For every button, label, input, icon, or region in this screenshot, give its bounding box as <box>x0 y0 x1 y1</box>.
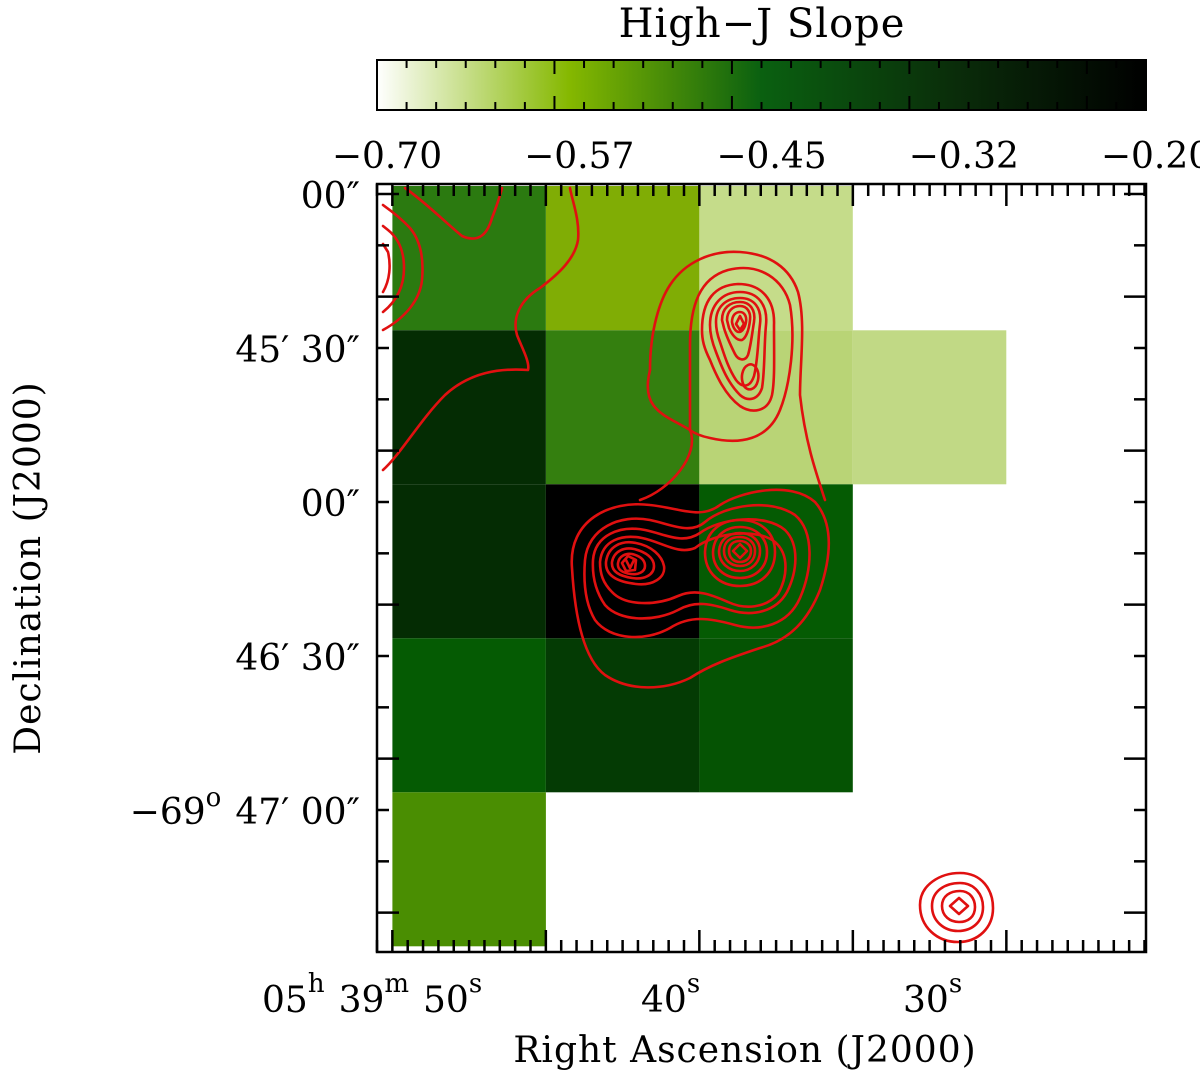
heatmap-cell <box>545 186 700 331</box>
y-tick-label: 00″ <box>301 484 360 525</box>
x-tick-seconds: 30 <box>903 980 949 1021</box>
contour-line <box>381 224 406 314</box>
contour-line <box>708 290 768 401</box>
contour-line <box>570 488 831 689</box>
contour-line <box>722 535 757 568</box>
y-tick-degree: −69 <box>130 792 206 833</box>
y-tick-label: 45′ 30″ <box>235 330 360 371</box>
contour-line <box>730 310 748 334</box>
contour-line <box>940 889 977 924</box>
colorbar-title: High−J Slope <box>619 1 906 47</box>
contour-line <box>381 203 424 332</box>
y-tick-label: 00″ <box>301 176 360 217</box>
contour-line <box>948 896 970 916</box>
y-tick-label: −69o 47′ 00″ <box>130 783 360 833</box>
x-tick-labels: 05h 39m 50s 40s 30s <box>262 969 962 1021</box>
heatmap-cell <box>392 638 546 793</box>
x-tick-hours-unit: h <box>308 969 325 999</box>
x-tick-seconds: 50 <box>423 980 469 1021</box>
contour-line <box>731 542 749 560</box>
heatmap-cell <box>852 330 1007 485</box>
y-axis-title: Declination (J2000) <box>8 381 49 754</box>
y-tick-label: 46′ 30″ <box>235 638 360 679</box>
x-tick-seconds-unit: s <box>687 969 700 999</box>
colorbar-tick-labels: −0.70 −0.57 −0.45 −0.32 −0.20 <box>332 136 1200 177</box>
heatmap-cell <box>392 186 546 331</box>
contour-line <box>616 552 647 576</box>
x-tick-seconds-unit: s <box>949 969 962 999</box>
contour-line <box>381 242 391 294</box>
x-tick-minutes-unit: m <box>384 969 409 999</box>
heatmap-cell <box>392 792 546 947</box>
contour-line <box>591 518 797 620</box>
contour-line <box>740 363 760 391</box>
contour-line <box>703 518 777 588</box>
colorbar-tick-label: −0.70 <box>332 136 442 177</box>
contour-line <box>381 186 580 472</box>
contour-line <box>725 304 752 342</box>
heatmap-cell <box>392 484 546 639</box>
contour-line <box>598 532 787 608</box>
heatmap-cell <box>699 638 853 793</box>
x-tick-label: 30s <box>903 969 962 1021</box>
heatmap-cell <box>545 330 700 485</box>
x-tick-label: 40s <box>641 969 700 1021</box>
contour-line <box>624 558 636 570</box>
y-tick-rest: 47′ 00″ <box>235 792 360 833</box>
x-tick-label: 05h 39m 50s <box>262 969 482 1021</box>
y-tick-degree-sup: o <box>206 783 222 813</box>
contour-line <box>918 871 995 944</box>
contour-line <box>714 296 762 387</box>
contour-line <box>688 266 794 443</box>
x-tick-hours: 05 <box>262 980 308 1021</box>
heatmap-cell <box>699 330 853 485</box>
colorbar-tick-label: −0.32 <box>909 136 1019 177</box>
colorbar-tick-label: −0.20 <box>1101 136 1200 177</box>
contour-line <box>583 504 811 639</box>
contour-line <box>717 531 762 573</box>
heatmap-cells <box>392 186 1007 947</box>
contour-line <box>604 540 666 586</box>
colorbar-tick-label: −0.45 <box>716 136 826 177</box>
x-tick-seconds: 40 <box>641 980 687 1021</box>
heatmap-cell <box>392 330 546 485</box>
contour-line <box>610 547 656 580</box>
contour-line <box>620 554 638 573</box>
contour-line <box>700 282 776 412</box>
colorbar-ticks <box>376 60 1147 110</box>
contour-line <box>648 250 827 502</box>
contour-overlay <box>381 186 995 944</box>
heatmap-cell <box>545 638 700 793</box>
x-tick-seconds-unit: s <box>469 969 482 999</box>
colorbar <box>376 59 1147 111</box>
contour-line <box>403 186 504 240</box>
x-tick-minutes: 39 <box>339 980 385 1021</box>
plot-ticks <box>375 184 1146 952</box>
y-tick-labels: 00″ 45′ 30″ 00″ 46′ 30″ −69o 47′ 00″ <box>130 176 360 833</box>
contour-line <box>930 881 985 933</box>
heatmap-cell <box>699 186 853 331</box>
contour-line <box>711 525 769 580</box>
contour-line <box>727 539 753 564</box>
x-axis-title: Right Ascension (J2000) <box>513 1030 976 1071</box>
contour-line <box>720 300 756 361</box>
contour-line <box>734 314 746 332</box>
colorbar-tick-label: −0.57 <box>524 136 634 177</box>
